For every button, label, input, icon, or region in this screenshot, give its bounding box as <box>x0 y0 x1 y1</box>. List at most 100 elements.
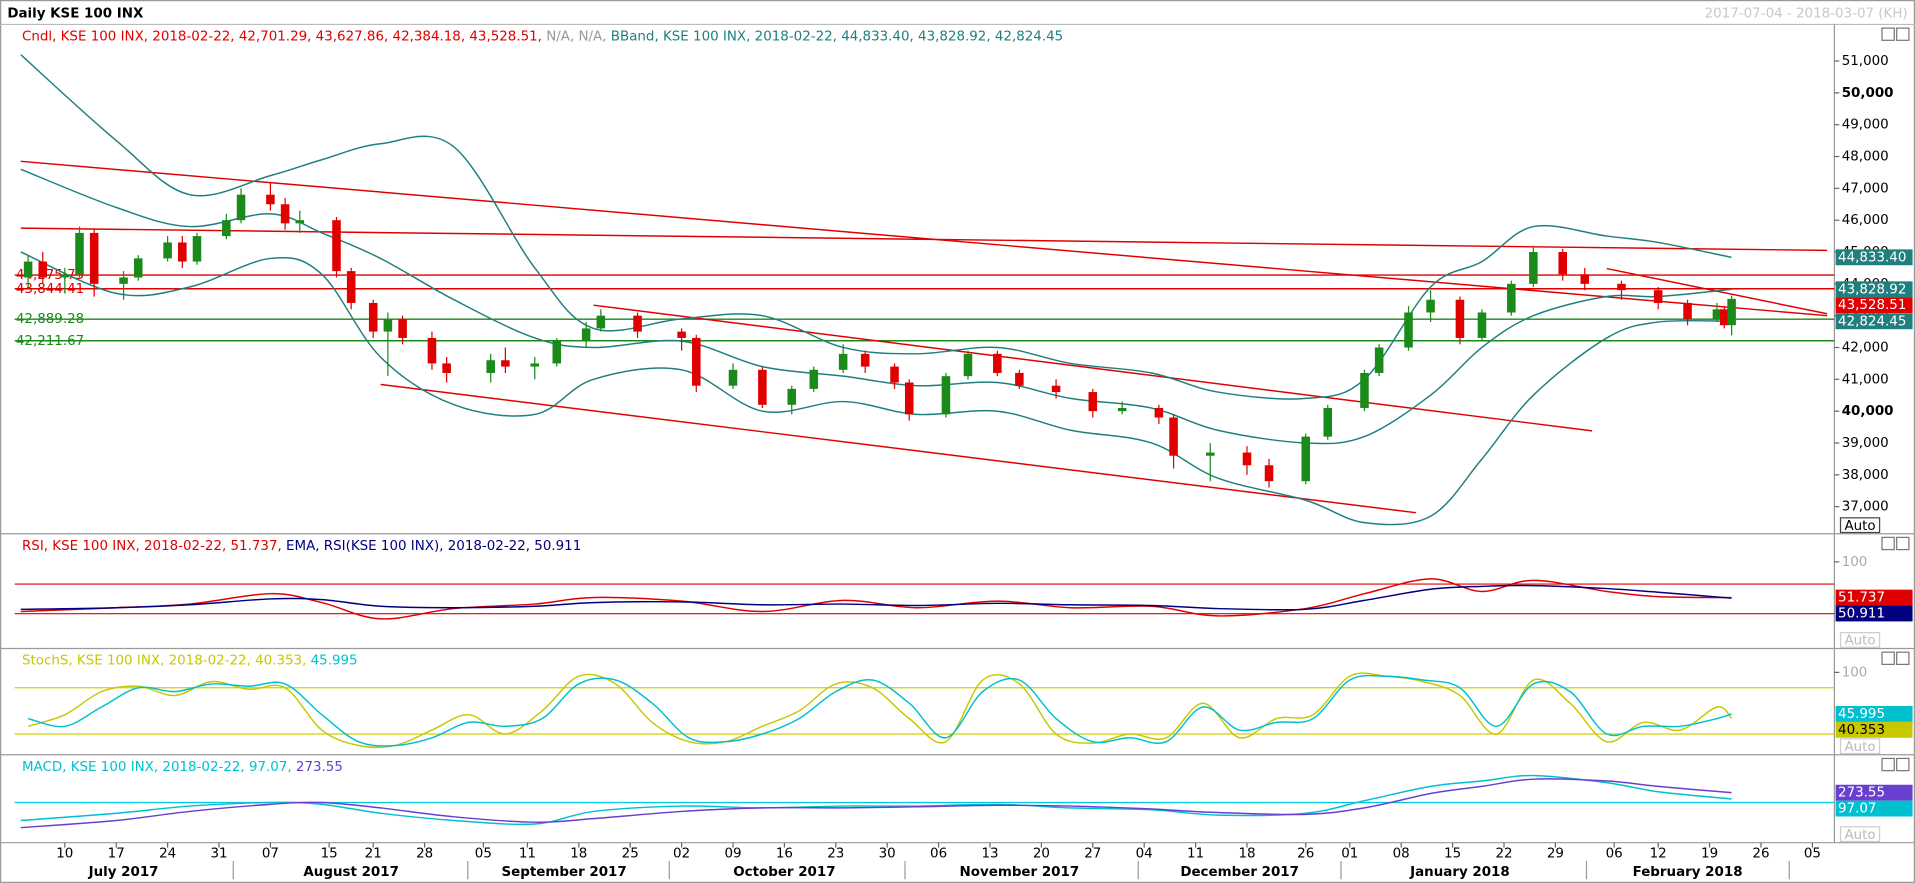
last-value-tag <box>1835 313 1913 330</box>
x-tick-label: 27 <box>1084 847 1101 862</box>
restore-button[interactable] <box>1881 651 1895 665</box>
candle-body <box>1727 298 1736 326</box>
y-tick-label: 39,000 <box>1842 436 1889 451</box>
auto-label[interactable]: Auto <box>1844 519 1875 534</box>
candle-body <box>1154 407 1164 418</box>
band-line <box>20 168 1732 445</box>
candle-body <box>1301 436 1311 482</box>
x-tick-label: 02 <box>673 847 690 862</box>
legend-entry: N/A, N/A, <box>546 30 611 45</box>
candle-body <box>860 353 870 367</box>
legend: MACD, KSE 100 INX, 2018-02-22, 97.07, 27… <box>22 760 343 775</box>
panel: 100 StochS, KSE 100 INX, 2018-02-22, 40.3… <box>14 654 1913 755</box>
trend-line <box>593 304 1593 432</box>
indicator-line <box>20 578 1732 620</box>
candle-body <box>1683 302 1692 319</box>
month-label: November 2017 <box>960 865 1080 880</box>
auto-button[interactable] <box>1839 517 1881 534</box>
candle-body <box>368 302 378 332</box>
candle-body <box>1088 392 1098 412</box>
last-value-label: 97.07 <box>1838 802 1876 817</box>
date-range: 2017-07-04 - 2018-03-07 (KH) <box>1705 6 1908 21</box>
auto-label[interactable]: Auto <box>1844 828 1875 843</box>
month-label: August 2017 <box>303 865 399 880</box>
x-tick-label: 30 <box>879 847 896 862</box>
candle-body <box>442 363 451 373</box>
y-tick-label: 48,000 <box>1842 150 1889 165</box>
close-button[interactable] <box>1896 27 1910 41</box>
candle-body <box>1455 299 1465 338</box>
y-tick-label: 37,000 <box>1842 500 1889 515</box>
last-value-label: 43,528.51 <box>1838 298 1906 313</box>
level-label: 42,211.67 <box>16 334 84 349</box>
candle-body <box>596 315 606 329</box>
x-tick-label: 19 <box>1701 847 1718 862</box>
chart-title: Daily KSE 100 INX <box>7 6 144 21</box>
month-label: September 2017 <box>501 865 626 880</box>
candle-body <box>728 369 738 386</box>
auto-button[interactable] <box>1839 738 1881 755</box>
candle-body <box>809 369 819 389</box>
last-value-label: 44,833.40 <box>1838 250 1906 265</box>
legend-entry: RSI, KSE 100 INX, 2018-02-22, 51.737, <box>22 539 286 554</box>
close-button[interactable] <box>1896 536 1910 551</box>
candle-body <box>1719 309 1729 326</box>
auto-label[interactable]: Auto <box>1844 740 1875 755</box>
last-value-label: 51.737 <box>1838 591 1885 606</box>
trend-line <box>20 160 1828 317</box>
auto-button[interactable] <box>1839 826 1881 843</box>
candle-body <box>346 271 356 303</box>
x-tick-label: 16 <box>776 847 793 862</box>
month-separators <box>232 861 1790 880</box>
candle-body <box>280 204 290 224</box>
candle-body <box>236 194 246 221</box>
candle-body <box>1264 465 1274 482</box>
x-tick-label: 01 <box>1341 847 1358 862</box>
candle-body <box>890 366 899 383</box>
legend-entry: EMA, RSI(KSE 100 INX), 2018-02-22, 50.91… <box>286 539 581 554</box>
x-tick-label: 07 <box>262 847 279 862</box>
last-value-label: 43,828.92 <box>1838 282 1906 297</box>
panel: 37,00038,00039,00040,00041,00042,00043,0… <box>14 30 1913 534</box>
x-tick-label: 18 <box>570 847 587 862</box>
last-value-label: 40.353 <box>1838 723 1885 738</box>
legend-entry: 45.995 <box>311 654 358 669</box>
auto-label[interactable]: Auto <box>1844 634 1875 649</box>
y-tick-label: 40,000 <box>1842 404 1894 419</box>
band-line <box>20 54 1732 400</box>
candle-body <box>119 277 128 284</box>
candle-body <box>192 236 202 262</box>
restore-button[interactable] <box>1881 27 1895 41</box>
candle-body <box>89 232 99 284</box>
last-value-tag <box>1835 249 1913 266</box>
y-tick-label: 51,000 <box>1842 54 1889 69</box>
last-value-tag <box>1835 297 1913 314</box>
candle-body <box>1117 407 1127 412</box>
level-label: 44,275.75 <box>16 268 84 283</box>
last-value-label: 42,824.45 <box>1838 314 1906 329</box>
x-tick-label: 29 <box>1547 847 1564 862</box>
legend: Cndl, KSE 100 INX, 2018-02-22, 42,701.29… <box>22 30 1063 45</box>
restore-button[interactable] <box>1881 536 1895 551</box>
x-tick-label: 12 <box>1650 847 1667 862</box>
candle-body <box>163 242 172 259</box>
x-tick-label: 26 <box>1297 847 1314 862</box>
legend-entry: MACD, KSE 100 INX, 2018-02-22, 97.07, <box>22 760 296 775</box>
indicator-line <box>27 672 1733 749</box>
restore-button[interactable] <box>1881 757 1895 772</box>
x-tick-label: 23 <box>827 847 844 862</box>
close-button[interactable] <box>1896 757 1910 772</box>
last-value-tag <box>1835 605 1913 622</box>
auto-button[interactable] <box>1839 632 1881 648</box>
last-value-label: 273.55 <box>1838 786 1885 801</box>
candle-body <box>1529 252 1538 284</box>
close-button[interactable] <box>1896 651 1910 665</box>
candle-body <box>398 318 407 338</box>
candle-body <box>904 382 914 415</box>
candle-body <box>486 360 495 373</box>
last-value-label: 45.995 <box>1838 707 1885 722</box>
last-value-tag <box>1835 281 1913 298</box>
legend-entry: 273.55 <box>296 760 343 775</box>
x-tick-label: 22 <box>1495 847 1512 862</box>
